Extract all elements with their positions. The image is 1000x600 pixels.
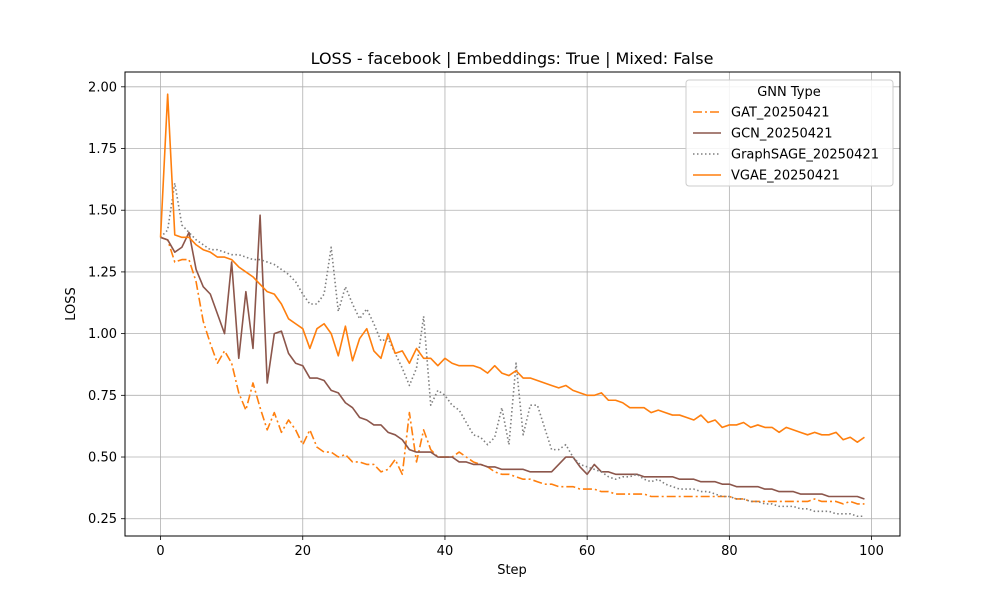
- legend-label-VGAE_20250421: VGAE_20250421: [731, 169, 840, 184]
- x-tick-label: 80: [721, 544, 738, 559]
- gridlines: [125, 72, 900, 536]
- x-axis-ticks: 0 20 40 60 80 100: [156, 536, 884, 559]
- legend: GNN Type GAT_20250421 GCN_20250421 GraphSA…: [685, 79, 894, 187]
- chart-title: LOSS - facebook | Embeddings: True | Mix…: [311, 49, 714, 68]
- y-tick-label: 1.00: [88, 327, 117, 342]
- x-tick-label: 0: [156, 544, 164, 559]
- legend-title: GNN Type: [757, 85, 821, 100]
- y-tick-label: 0.50: [88, 451, 117, 466]
- x-axis-title: Step: [497, 563, 527, 578]
- y-tick-label: 1.25: [88, 265, 117, 280]
- y-axis-title: LOSS: [64, 287, 79, 321]
- y-tick-label: 1.50: [88, 204, 117, 219]
- series-line-VGAE_20250421: [159, 93, 865, 444]
- legend-box: [685, 79, 894, 187]
- y-tick-label: 2.00: [88, 80, 117, 95]
- x-tick-label: 20: [294, 544, 311, 559]
- y-axis-ticks: 0.25 0.50 0.75 1.00 1.25 1.50 1.75 2.00: [88, 80, 125, 527]
- x-tick-label: 60: [579, 544, 596, 559]
- series-line-GCN_20250421: [160, 214, 865, 500]
- legend-label-GraphSAGE_20250421: GraphSAGE_20250421: [731, 148, 879, 163]
- y-tick-label: 0.25: [88, 512, 117, 527]
- legend-label-GCN_20250421: GCN_20250421: [731, 127, 833, 142]
- series-lines: [159, 93, 865, 518]
- legend-label-GAT_20250421: GAT_20250421: [731, 106, 830, 121]
- series-line-GraphSAGE_20250421: [159, 182, 865, 518]
- y-tick-label: 0.75: [88, 389, 117, 404]
- series-line-GAT_20250421: [160, 236, 865, 505]
- plot-frame: [124, 71, 901, 537]
- x-tick-label: 100: [859, 544, 884, 559]
- y-tick-label: 1.75: [88, 142, 117, 157]
- legend-items: GAT_20250421 GCN_20250421 GraphSAGE_202504…: [693, 106, 879, 184]
- x-tick-label: 40: [437, 544, 454, 559]
